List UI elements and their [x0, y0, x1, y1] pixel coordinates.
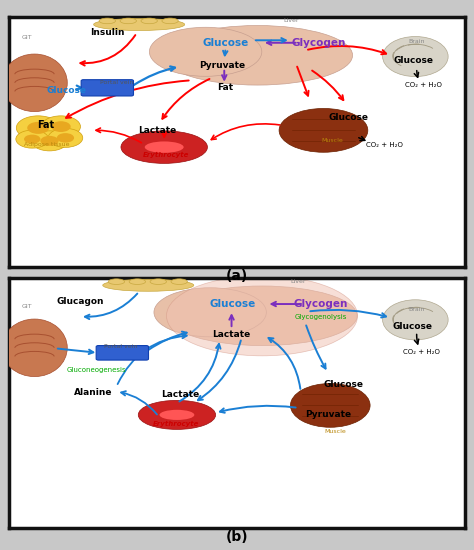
Text: Portal vein: Portal vein: [100, 80, 133, 85]
Text: Pyruvate: Pyruvate: [305, 410, 351, 419]
Text: Gluconeogenesis: Gluconeogenesis: [66, 367, 126, 373]
Text: Glucagon: Glucagon: [56, 297, 104, 306]
Text: GIT: GIT: [21, 304, 32, 309]
Text: Glucose: Glucose: [210, 299, 255, 309]
Ellipse shape: [145, 141, 183, 153]
Ellipse shape: [383, 300, 448, 340]
Text: Pyruvate: Pyruvate: [200, 61, 246, 70]
Ellipse shape: [291, 383, 370, 427]
Text: Brain: Brain: [409, 306, 425, 311]
Text: Fat: Fat: [218, 83, 234, 92]
Text: CO₂ + H₂O: CO₂ + H₂O: [405, 82, 442, 89]
Ellipse shape: [2, 319, 67, 377]
Text: Glucose: Glucose: [202, 38, 249, 48]
Circle shape: [41, 116, 81, 138]
Text: Glycogen: Glycogen: [294, 299, 348, 309]
Text: Erythrocyte: Erythrocyte: [152, 421, 199, 427]
Ellipse shape: [149, 28, 262, 76]
Ellipse shape: [171, 279, 187, 284]
Text: Fat: Fat: [37, 120, 55, 130]
Circle shape: [31, 131, 68, 151]
Circle shape: [51, 121, 71, 132]
Ellipse shape: [103, 279, 194, 292]
Ellipse shape: [150, 279, 166, 284]
Text: Muscle: Muscle: [322, 138, 344, 143]
Text: Glucose: Glucose: [324, 379, 364, 389]
Circle shape: [40, 136, 59, 146]
Ellipse shape: [167, 286, 357, 345]
Text: (a): (a): [226, 269, 248, 283]
Text: GIT: GIT: [21, 35, 32, 40]
Ellipse shape: [99, 18, 116, 24]
Circle shape: [16, 116, 60, 140]
Text: Liver: Liver: [284, 18, 300, 23]
Text: (b): (b): [226, 530, 248, 544]
Text: Insulin: Insulin: [90, 28, 125, 37]
Ellipse shape: [383, 36, 448, 76]
Ellipse shape: [129, 279, 146, 284]
Text: Lactate: Lactate: [161, 389, 199, 399]
Text: Glycogenolysis: Glycogenolysis: [295, 314, 347, 320]
Text: Lactate: Lactate: [138, 126, 176, 135]
Ellipse shape: [2, 54, 67, 112]
Circle shape: [48, 128, 83, 147]
Circle shape: [24, 135, 40, 144]
FancyBboxPatch shape: [81, 80, 134, 96]
Ellipse shape: [279, 108, 368, 152]
Ellipse shape: [162, 18, 178, 24]
Text: Muscle: Muscle: [324, 429, 346, 434]
Circle shape: [57, 133, 74, 142]
Text: Glucose: Glucose: [46, 86, 86, 95]
Text: Erythrocyte: Erythrocyte: [143, 152, 190, 158]
Ellipse shape: [108, 279, 125, 284]
Text: Glucose: Glucose: [392, 322, 432, 331]
Ellipse shape: [154, 288, 266, 337]
Ellipse shape: [138, 400, 216, 430]
Ellipse shape: [120, 18, 137, 24]
Ellipse shape: [160, 410, 194, 420]
Ellipse shape: [121, 131, 208, 163]
Text: Alanine: Alanine: [74, 388, 113, 397]
Ellipse shape: [141, 18, 157, 24]
Ellipse shape: [166, 276, 357, 356]
Text: Brain: Brain: [409, 39, 425, 44]
Circle shape: [27, 122, 49, 134]
Ellipse shape: [163, 25, 353, 85]
Text: CO₂ + H₂O: CO₂ + H₂O: [366, 142, 403, 147]
Text: Liver: Liver: [291, 279, 306, 284]
Text: Glucose: Glucose: [328, 113, 368, 122]
Text: Lactate: Lactate: [212, 329, 251, 339]
Text: Portal vein: Portal vein: [104, 344, 137, 349]
FancyBboxPatch shape: [96, 345, 148, 360]
Text: Adipose tissue: Adipose tissue: [24, 142, 70, 147]
Text: Glucose: Glucose: [393, 56, 434, 65]
Text: CO₂ + H₂O: CO₂ + H₂O: [403, 349, 440, 355]
Circle shape: [16, 130, 49, 148]
Ellipse shape: [94, 19, 185, 30]
Text: Glycogen: Glycogen: [292, 38, 346, 48]
